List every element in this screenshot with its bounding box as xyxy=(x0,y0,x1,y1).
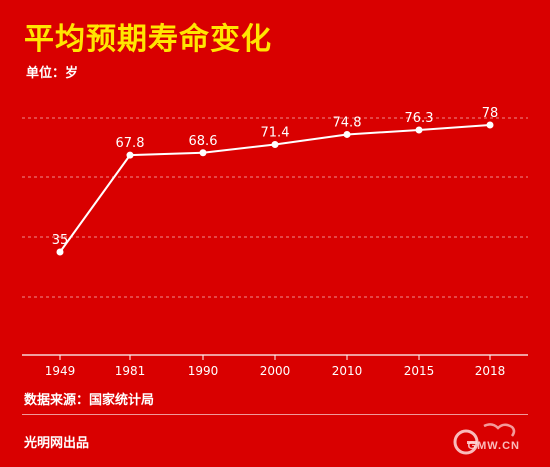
x-tick-label: 1981 xyxy=(115,364,146,378)
x-tick-label: 2010 xyxy=(332,364,363,378)
unit-label: 单位：岁 xyxy=(26,66,79,81)
data-label: 74.8 xyxy=(333,115,362,130)
footer-divider xyxy=(22,414,528,415)
x-tick-labels: 1949 1981 1990 2000 2010 2015 2018 xyxy=(45,364,506,378)
data-label: 68.6 xyxy=(189,134,218,149)
line-chart: 35 67.8 68.6 71.4 74.8 76.3 78 1949 1981 1990 200… xyxy=(22,106,528,378)
data-point xyxy=(415,126,423,134)
x-tick-label: 2015 xyxy=(404,364,435,378)
data-point xyxy=(486,121,494,129)
x-axis xyxy=(22,354,528,360)
grid-lines xyxy=(22,117,528,298)
data-label: 78 xyxy=(482,106,499,121)
data-label: 71.4 xyxy=(261,125,290,140)
data-label: 76.3 xyxy=(405,111,434,126)
data-point xyxy=(126,151,134,159)
data-point xyxy=(271,140,279,148)
publisher-credit: 光明网出品 xyxy=(24,436,90,451)
data-points xyxy=(56,121,494,256)
x-tick-label: 2018 xyxy=(475,364,506,378)
data-source: 数据来源：国家统计局 xyxy=(24,393,155,408)
x-tick-label: 1949 xyxy=(45,364,76,378)
data-point xyxy=(343,130,351,138)
data-label: 67.8 xyxy=(116,136,145,151)
data-point xyxy=(56,248,64,256)
gmw-logo-icon xyxy=(453,423,516,455)
data-labels: 35 67.8 68.6 71.4 74.8 76.3 78 xyxy=(52,106,499,248)
chart-title: 平均预期寿命变化 xyxy=(24,22,272,57)
logo-text: GMW.CN xyxy=(467,440,520,452)
x-tick-label: 2000 xyxy=(260,364,291,378)
data-point xyxy=(199,149,207,157)
x-tick-label: 1990 xyxy=(188,364,219,378)
data-label: 35 xyxy=(52,233,69,248)
